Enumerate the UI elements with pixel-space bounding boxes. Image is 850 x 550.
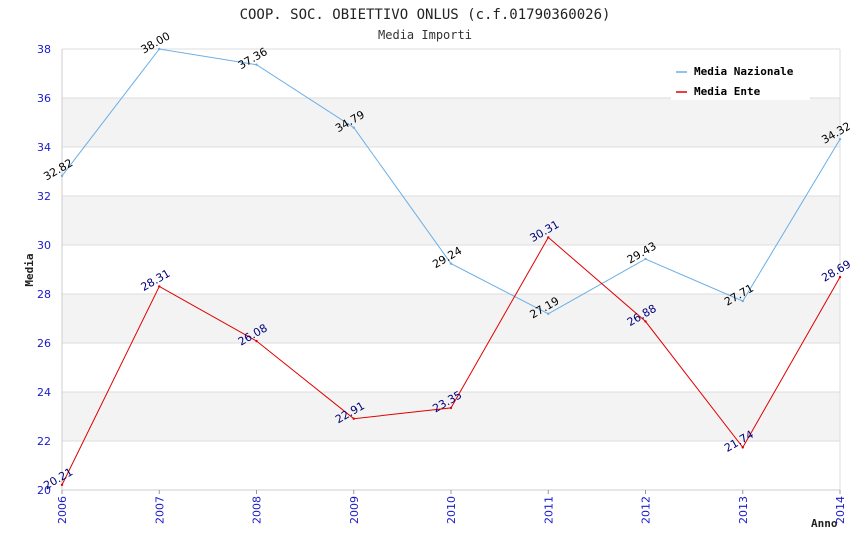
y-tick-label: 36 (37, 92, 51, 105)
x-tick-label: 2008 (251, 496, 264, 524)
series-line-media-ente (61, 236, 841, 486)
x-tick-label: 2006 (56, 496, 69, 524)
y-tick-label: 20 (37, 484, 51, 497)
data-label-media-ente: 28.31 (139, 267, 173, 294)
data-label-media-nazionale: 32.82 (41, 156, 75, 183)
data-point-media-nazionale (644, 257, 647, 261)
x-tick-label: 2012 (640, 496, 653, 524)
data-label-media-ente: 28.69 (819, 258, 850, 285)
y-tick-label: 32 (37, 190, 51, 203)
y-tick-label: 38 (37, 43, 51, 56)
data-point-media-nazionale (547, 312, 550, 316)
data-label-media-nazionale: 29.24 (430, 244, 464, 271)
data-point-media-ente (547, 236, 550, 239)
x-tick-label: 2009 (348, 496, 361, 524)
data-point-media-ente (255, 339, 258, 343)
legend-label-media-ente: Media Ente (694, 85, 761, 98)
data-point-media-ente (741, 446, 744, 449)
chart-title: COOP. SOC. OBIETTIVO ONLUS (c.f.01790360… (240, 7, 611, 23)
data-point-media-ente (158, 285, 161, 288)
x-tick-labels: 2006 2007 2008 2009 2010 2011 2012 2013 2014 (56, 490, 847, 524)
chart-subtitle: Media Importi (378, 28, 472, 42)
data-point-media-ente (838, 275, 842, 279)
data-point-media-nazionale (741, 299, 744, 303)
y-axis-label: Media (23, 253, 36, 286)
data-point-media-ente (352, 417, 355, 420)
x-tick-label: 2007 (153, 496, 166, 524)
y-tick-labels: 20 22 24 26 28 30 32 34 36 38 (37, 43, 51, 497)
y-tick-label: 28 (37, 288, 51, 301)
plot-band (62, 196, 840, 245)
data-point-media-nazionale (158, 47, 161, 51)
data-point-media-nazionale (255, 63, 258, 66)
data-point-media-nazionale (449, 262, 453, 265)
legend-label-media-nazionale: Media Nazionale (694, 65, 794, 78)
legend: Media Nazionale Media Ente (671, 58, 810, 100)
y-tick-label: 30 (37, 239, 51, 252)
data-label-media-ente: 20.21 (41, 465, 75, 492)
data-point-media-ente (60, 483, 64, 487)
legend-box (671, 58, 810, 100)
gridlines (62, 48, 841, 491)
x-tick-label: 2011 (542, 496, 555, 524)
series-layer (60, 47, 842, 487)
data-point-media-ente (449, 406, 453, 410)
plot-band (62, 294, 840, 343)
data-point-media-nazionale (838, 137, 842, 141)
data-point-media-nazionale (352, 126, 355, 129)
plot-band (62, 392, 840, 441)
x-tick-label: 2013 (737, 496, 750, 524)
y-tick-label: 34 (37, 141, 51, 154)
x-axis-label: Anno (811, 517, 838, 530)
x-tick-label: 2014 (834, 496, 847, 524)
x-tick-label: 2010 (445, 496, 458, 524)
y-tick-label: 26 (37, 337, 51, 350)
data-point-media-nazionale (60, 174, 64, 178)
data-label-media-nazionale: 38.00 (139, 29, 173, 56)
plot-background-bands (62, 98, 840, 441)
y-tick-label: 22 (37, 435, 51, 448)
data-point-media-ente (644, 320, 647, 323)
plot-band (62, 98, 840, 147)
y-tick-label: 24 (37, 386, 51, 399)
